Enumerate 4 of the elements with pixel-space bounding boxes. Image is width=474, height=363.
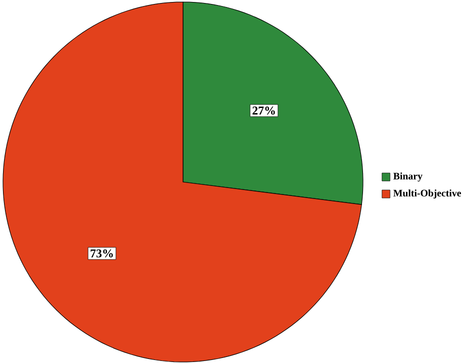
data-label: 73% [90,249,113,258]
legend-label: Binary [393,172,422,182]
data-label: 27% [252,106,275,115]
legend-label: Multi-Objective [393,189,462,199]
